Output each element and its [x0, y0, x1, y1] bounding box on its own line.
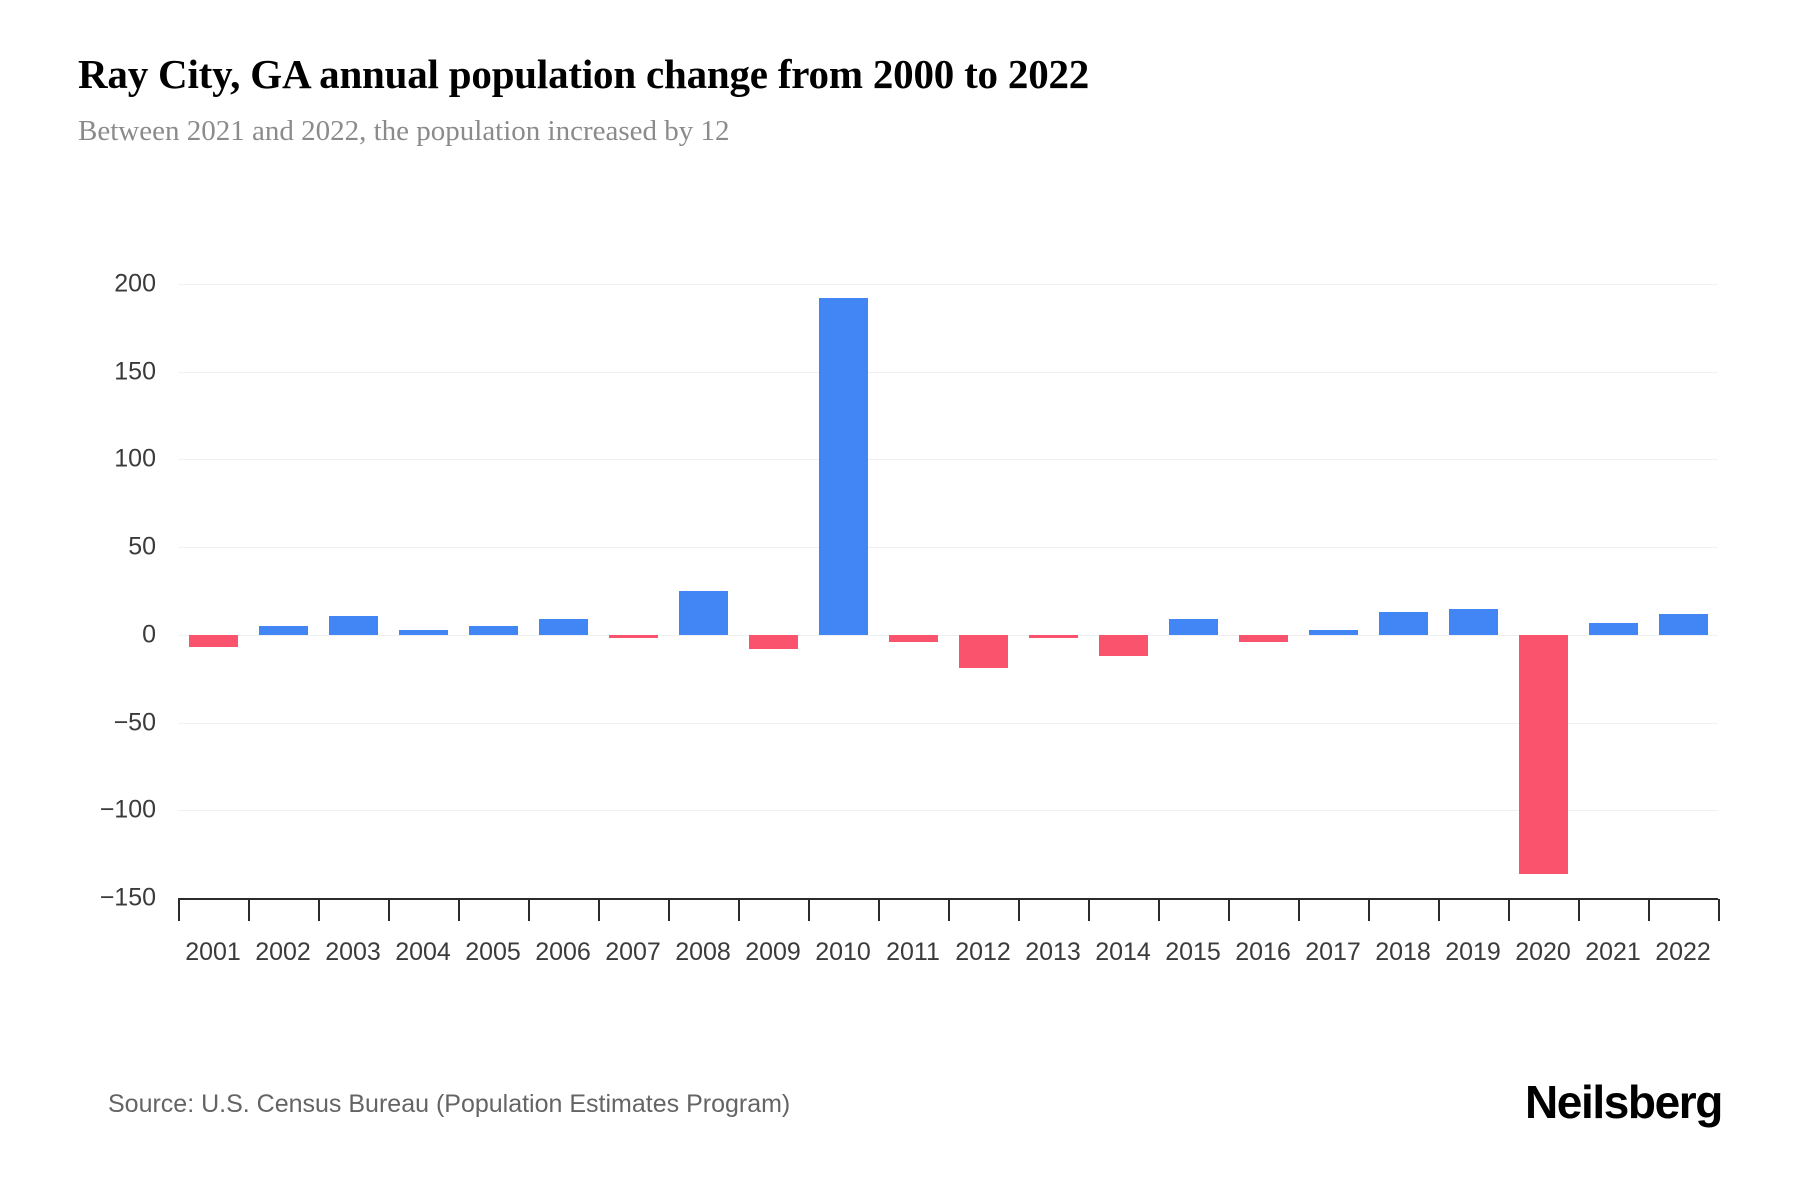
y-axis-tick-label: −150	[99, 883, 156, 912]
x-axis-tick-label: 2016	[1235, 938, 1291, 966]
x-axis-tick-label: 2005	[465, 938, 521, 966]
bar-2016[interactable]	[1239, 635, 1288, 642]
x-axis-tick-label: 2002	[255, 938, 311, 966]
bar-2005[interactable]	[469, 626, 518, 635]
bar-2004[interactable]	[399, 630, 448, 635]
x-axis-tick	[1508, 899, 1510, 921]
x-axis-tick	[528, 899, 530, 921]
x-axis-tick	[598, 899, 600, 921]
y-axis-tick-label: 200	[114, 269, 156, 298]
x-axis-tick	[178, 899, 180, 921]
bar-2018[interactable]	[1379, 612, 1428, 635]
brand-logo: Neilsberg	[1524, 1076, 1723, 1128]
x-axis-tick-label: 2020	[1515, 938, 1571, 966]
y-axis-tick-label: −50	[113, 708, 156, 737]
x-axis-tick-label: 2011	[886, 938, 940, 966]
bar-2007[interactable]	[609, 635, 658, 638]
bar-2014[interactable]	[1099, 635, 1148, 656]
bar-2022[interactable]	[1659, 614, 1708, 635]
bar-2009[interactable]	[749, 635, 798, 649]
x-axis-tick-label: 2007	[605, 938, 661, 966]
x-axis-tick-label: 2021	[1585, 938, 1641, 966]
y-axis-tick-label: 150	[114, 357, 156, 386]
x-axis-tick	[948, 899, 950, 921]
x-axis-tick	[1088, 899, 1090, 921]
x-axis-tick	[1438, 899, 1440, 921]
bar-2021[interactable]	[1589, 623, 1638, 635]
x-axis-tick	[738, 899, 740, 921]
gridline	[178, 284, 1718, 285]
x-axis-tick	[808, 899, 810, 921]
x-axis-tick-label: 2014	[1095, 938, 1151, 966]
source-note: Source: U.S. Census Bureau (Population E…	[108, 1090, 791, 1118]
bar-2003[interactable]	[329, 616, 378, 635]
x-axis-tick-label: 2003	[325, 938, 381, 966]
x-axis-tick	[878, 899, 880, 921]
x-axis-tick-label: 2013	[1025, 938, 1081, 966]
x-axis-tick-label: 2017	[1305, 938, 1361, 966]
gridline	[178, 723, 1718, 724]
page-title: Ray City, GA annual population change fr…	[78, 51, 1090, 97]
x-axis-tick	[668, 899, 670, 921]
bar-2008[interactable]	[679, 591, 728, 635]
x-axis-tick	[1228, 899, 1230, 921]
bar-2020[interactable]	[1519, 635, 1568, 874]
bar-2013[interactable]	[1029, 635, 1078, 638]
x-axis-tick	[458, 899, 460, 921]
y-axis-tick-label: 50	[128, 532, 156, 561]
x-axis-tick-label: 2019	[1445, 938, 1501, 966]
gridline	[178, 635, 1718, 636]
chart-header: Ray City, GA annual population change fr…	[78, 51, 1678, 148]
y-axis-tick-label: −100	[99, 795, 156, 824]
y-axis-tick-label: 100	[114, 444, 156, 473]
bar-2002[interactable]	[259, 626, 308, 635]
x-axis-tick	[1718, 899, 1720, 921]
x-axis-tick-label: 2010	[815, 938, 871, 966]
bar-2012[interactable]	[959, 635, 1008, 668]
page-subtitle: Between 2021 and 2022, the population in…	[78, 115, 730, 148]
x-axis-tick	[248, 899, 250, 921]
bar-2017[interactable]	[1309, 630, 1358, 635]
gridline	[178, 547, 1718, 548]
x-axis-tick-label: 2022	[1655, 938, 1711, 966]
x-axis-tick-label: 2018	[1375, 938, 1431, 966]
gridline	[178, 372, 1718, 373]
bar-2010[interactable]	[819, 298, 868, 635]
y-axis-tick-label: 0	[142, 620, 156, 649]
x-axis-tick	[1158, 899, 1160, 921]
gridline	[178, 459, 1718, 460]
x-axis-tick-label: 2001	[185, 938, 241, 966]
bar-2001[interactable]	[189, 635, 238, 647]
x-axis-tick-label: 2006	[535, 938, 591, 966]
x-axis-tick	[388, 899, 390, 921]
x-axis-tick	[1368, 899, 1370, 921]
x-axis-tick	[1648, 899, 1650, 921]
x-axis-tick-label: 2015	[1165, 938, 1221, 966]
x-axis-tick-label: 2012	[955, 938, 1011, 966]
x-axis-tick	[1578, 899, 1580, 921]
bar-2019[interactable]	[1449, 609, 1498, 635]
x-axis-tick	[1018, 899, 1020, 921]
x-axis-tick-label: 2009	[745, 938, 801, 966]
bar-2006[interactable]	[539, 619, 588, 635]
x-axis-tick-label: 2004	[395, 938, 451, 966]
bar-2015[interactable]	[1169, 619, 1218, 635]
x-axis-tick	[1298, 899, 1300, 921]
x-axis-tick	[318, 899, 320, 921]
bar-2011[interactable]	[889, 635, 938, 642]
gridline	[178, 810, 1718, 811]
x-axis-tick-label: 2008	[675, 938, 731, 966]
